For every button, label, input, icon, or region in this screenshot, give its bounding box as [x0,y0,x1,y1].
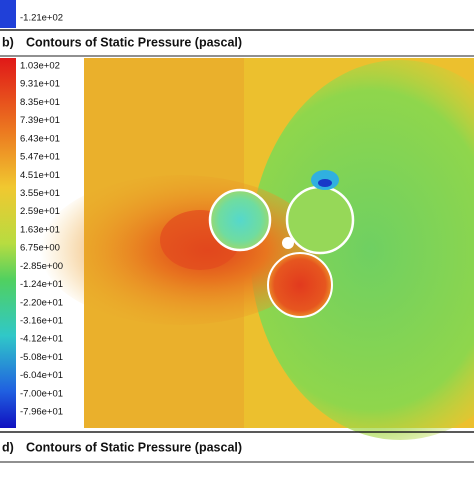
panel-letter: b) [2,35,14,49]
colorbar-label: -2.85e+00 [20,261,63,272]
colorbar-label: -7.96e+01 [20,407,63,418]
colorbar-label: 4.51e+01 [20,170,60,181]
colorbar-label: 8.35e+01 [20,97,60,108]
colorbar-label: 9.31e+01 [20,79,60,90]
colorbar-fragment [0,0,16,28]
colorbar-label: 1.63e+01 [20,224,60,235]
panel-letter: d) [2,440,14,454]
colorbar-label: 3.55e+01 [20,188,60,199]
colorbar-label: -7.00e+01 [20,388,63,399]
panel-title: Contours of Static Pressure (pascal) [26,35,242,49]
colorbar-label: -5.08e+01 [20,352,63,363]
colorbar-label: -1.24e+01 [20,279,63,290]
colorbar-label: 7.39e+01 [20,115,60,126]
colorbar-label: 2.59e+01 [20,206,60,217]
panel-title: Contours of Static Pressure (pascal) [26,440,242,454]
colorbar [0,58,16,428]
colorbar-label: -3.16e+01 [20,315,63,326]
colorbar-label: -6.04e+01 [20,370,63,381]
colorbar-label: -2.20e+01 [20,297,63,308]
colorbar-label: 6.75e+00 [20,243,60,254]
colorbar-label: 1.03e+02 [20,61,60,72]
colorbar-label: -4.12e+01 [20,334,63,345]
colorbar-label: -1.21e+02 [20,13,63,24]
contour-field [40,58,474,440]
colorbar-label: 5.47e+01 [20,152,60,163]
colorbar-label: 6.43e+01 [20,133,60,144]
